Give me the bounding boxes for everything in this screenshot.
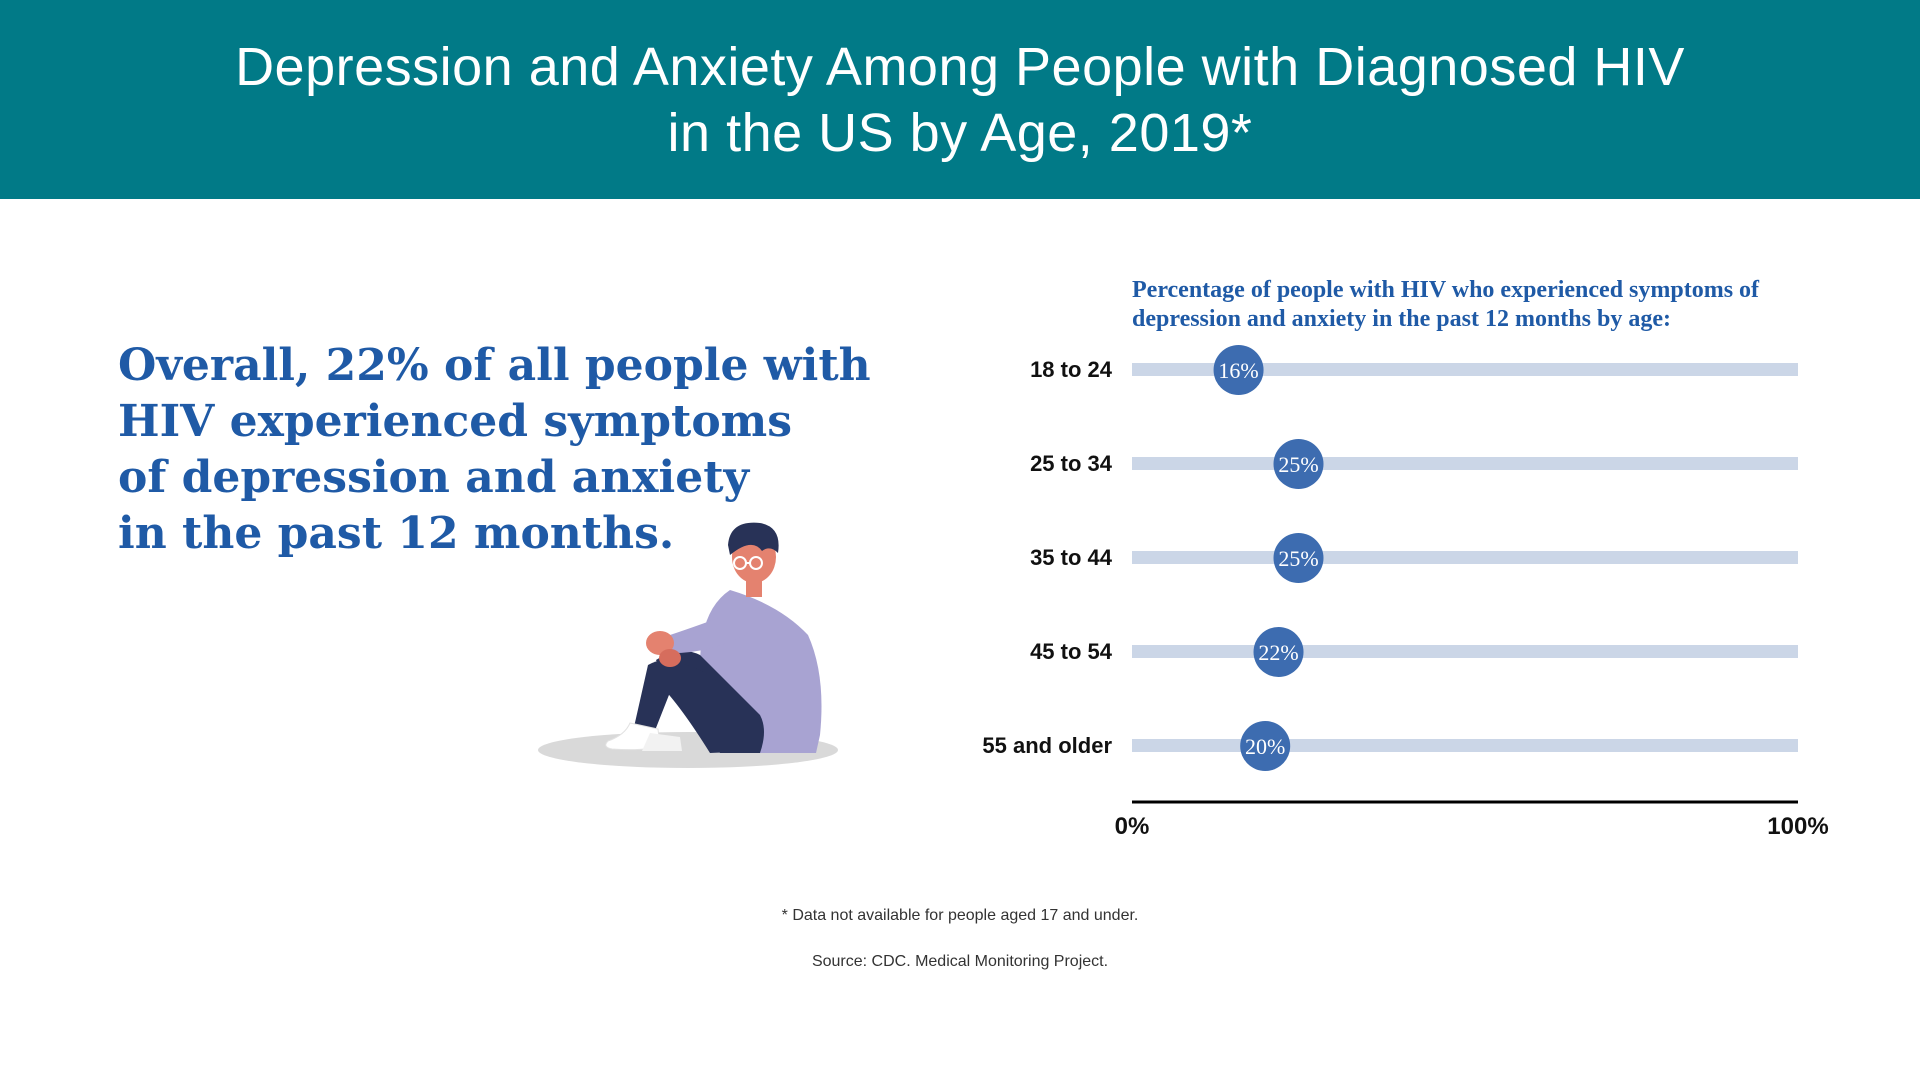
page-title-line-2: in the US by Age, 2019* bbox=[667, 102, 1253, 163]
source-note: Source: CDC. Medical Monitoring Project. bbox=[811, 953, 1109, 970]
value-label: 25% bbox=[1278, 546, 1318, 571]
track-bar bbox=[1132, 551, 1798, 564]
footnote: * Data not available for people aged 17 … bbox=[781, 907, 1139, 924]
x-tick-label: 0% bbox=[1115, 813, 1150, 840]
page-title-line-1: Depression and Anxiety Among People with… bbox=[235, 36, 1685, 97]
category-label: 55 and older bbox=[982, 733, 1112, 758]
value-label: 20% bbox=[1245, 734, 1285, 759]
chart-title: Percentage of people with HIV who experi… bbox=[1132, 276, 1832, 334]
x-tick-label: 100% bbox=[1767, 813, 1828, 840]
value-label: 25% bbox=[1278, 452, 1318, 477]
age-percentage-chart: 18 to 24 16% 25 to 34 25% 35 to 44 25% 45 to 5… bbox=[982, 345, 1829, 840]
figure-shoe-back bbox=[642, 733, 682, 751]
value-marker bbox=[1213, 345, 1264, 395]
callout-line: HIV experienced symptoms bbox=[118, 396, 793, 447]
value-marker bbox=[1273, 533, 1324, 583]
figure-thigh bbox=[660, 663, 755, 753]
track-bar bbox=[1132, 645, 1798, 658]
value-label: 22% bbox=[1258, 640, 1298, 665]
value-label: 16% bbox=[1218, 358, 1258, 383]
category-label: 45 to 54 bbox=[1030, 639, 1113, 664]
chart-title-line: depression and anxiety in the past 12 mo… bbox=[1132, 306, 1671, 332]
figure-hair bbox=[728, 522, 779, 555]
track-bar bbox=[1132, 363, 1798, 376]
category-label: 18 to 24 bbox=[1030, 357, 1113, 382]
track-bar bbox=[1132, 457, 1798, 470]
glasses-icon bbox=[733, 556, 763, 570]
category-label: 25 to 34 bbox=[1030, 451, 1113, 476]
figure-hand-2 bbox=[659, 649, 681, 667]
category-label: 35 to 44 bbox=[1030, 545, 1113, 570]
overall-callout: Overall, 22% of all people with HIV expe… bbox=[118, 338, 871, 562]
figure-hand bbox=[646, 631, 674, 655]
value-marker bbox=[1240, 721, 1291, 771]
figure-arm bbox=[665, 610, 745, 654]
callout-line: Overall, 22% of all people with bbox=[118, 340, 871, 391]
value-marker bbox=[1273, 439, 1324, 489]
header-banner: Depression and Anxiety Among People with… bbox=[0, 0, 1920, 199]
value-marker bbox=[1253, 627, 1304, 677]
sitting-person-icon bbox=[538, 522, 838, 768]
chart-title-line: Percentage of people with HIV who experi… bbox=[1132, 277, 1760, 303]
callout-line: in the past 12 months. bbox=[118, 508, 675, 559]
callout-line: of depression and anxiety bbox=[118, 452, 750, 503]
track-bar bbox=[1132, 739, 1798, 752]
